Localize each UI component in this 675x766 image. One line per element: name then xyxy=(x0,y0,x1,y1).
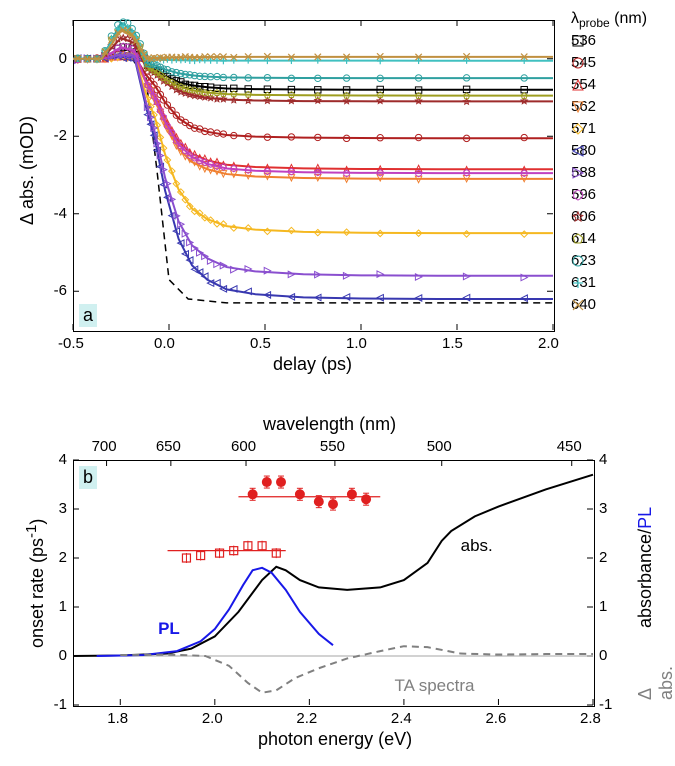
panel-b-ylabel-right: absorbance/PL xyxy=(635,506,656,627)
legend-row: 580 xyxy=(571,142,596,159)
y-tick-right: -1 xyxy=(599,696,612,713)
x-tick-top-label: 650 xyxy=(156,438,181,455)
panel-a-xlabel: delay (ps) xyxy=(273,354,352,375)
y-tick-label: 0 xyxy=(59,50,67,67)
y-tick-label: -2 xyxy=(54,127,67,144)
x-tick-top-label: 600 xyxy=(231,438,256,455)
panel-a-ylabel: Δ abs. (mOD) xyxy=(17,116,38,225)
y-tick-left: 3 xyxy=(59,500,67,517)
y-tick-left: 2 xyxy=(59,549,67,566)
x-tick-label: 0.0 xyxy=(154,335,175,352)
x-tick-label: 1.5 xyxy=(442,335,463,352)
x-tick-top-label: 700 xyxy=(92,438,117,455)
legend-row: 606 xyxy=(571,208,596,225)
x-tick-top-label: 500 xyxy=(427,438,452,455)
y-tick-label: -6 xyxy=(54,282,67,299)
x-tick-label: 2.4 xyxy=(391,710,412,727)
x-tick-label: 2.8 xyxy=(580,710,601,727)
panel-b-label: b xyxy=(79,466,97,489)
legend-title: λprobe (nm) xyxy=(571,10,647,30)
legend-row: 571 xyxy=(571,120,596,137)
panel-b-xlabel: photon energy (eV) xyxy=(258,729,412,750)
y-tick-right: 1 xyxy=(599,598,607,615)
x-tick-label: 0.5 xyxy=(250,335,271,352)
y-tick-left: -1 xyxy=(54,696,67,713)
y-tick-right: 2 xyxy=(599,549,607,566)
legend-row: 545 xyxy=(571,54,596,71)
legend-row: 640 xyxy=(571,296,596,313)
x-tick-label: 2.2 xyxy=(296,710,317,727)
y-tick-right: 3 xyxy=(599,500,607,517)
y-tick-right: 4 xyxy=(599,451,607,468)
y-tick-left: 0 xyxy=(59,647,67,664)
y-tick-label: -4 xyxy=(54,205,67,222)
legend-row: 631 xyxy=(571,274,596,291)
x-tick-label: 2.6 xyxy=(485,710,506,727)
y-tick-right: 0 xyxy=(599,647,607,664)
x-tick-label: 2.0 xyxy=(538,335,559,352)
x-tick-label: 1.8 xyxy=(107,710,128,727)
text-abs: abs. xyxy=(461,536,493,556)
x-tick-top-label: 450 xyxy=(557,438,582,455)
panel-b-xlabel-top: wavelength (nm) xyxy=(263,414,396,435)
y-tick-left: 1 xyxy=(59,598,67,615)
legend-row: 596 xyxy=(571,186,596,203)
panel-a-label: a xyxy=(79,304,97,327)
x-tick-label: -0.5 xyxy=(58,335,84,352)
panel-b-ylabel-delta: Δ abs. xyxy=(635,660,675,700)
text-pl: PL xyxy=(158,619,180,639)
panel-b-svg xyxy=(73,460,593,705)
legend-row: 536 xyxy=(571,32,596,49)
panel-a-svg xyxy=(73,20,553,330)
x-tick-label: 2.0 xyxy=(202,710,223,727)
panel-b-ylabel-left: onset rate (ps-1) xyxy=(23,518,48,647)
legend-row: 554 xyxy=(571,76,596,93)
x-tick-label: 1.0 xyxy=(346,335,367,352)
y-tick-left: 4 xyxy=(59,451,67,468)
legend-row: 623 xyxy=(571,252,596,269)
legend-row: 614 xyxy=(571,230,596,247)
x-tick-top-label: 550 xyxy=(320,438,345,455)
figure-container: delay (ps) Δ abs. (mOD) a λprobe (nm) 53… xyxy=(0,0,675,766)
legend-row: 562 xyxy=(571,98,596,115)
legend-row: 588 xyxy=(571,164,596,181)
text-ta: TA spectra xyxy=(394,676,474,696)
